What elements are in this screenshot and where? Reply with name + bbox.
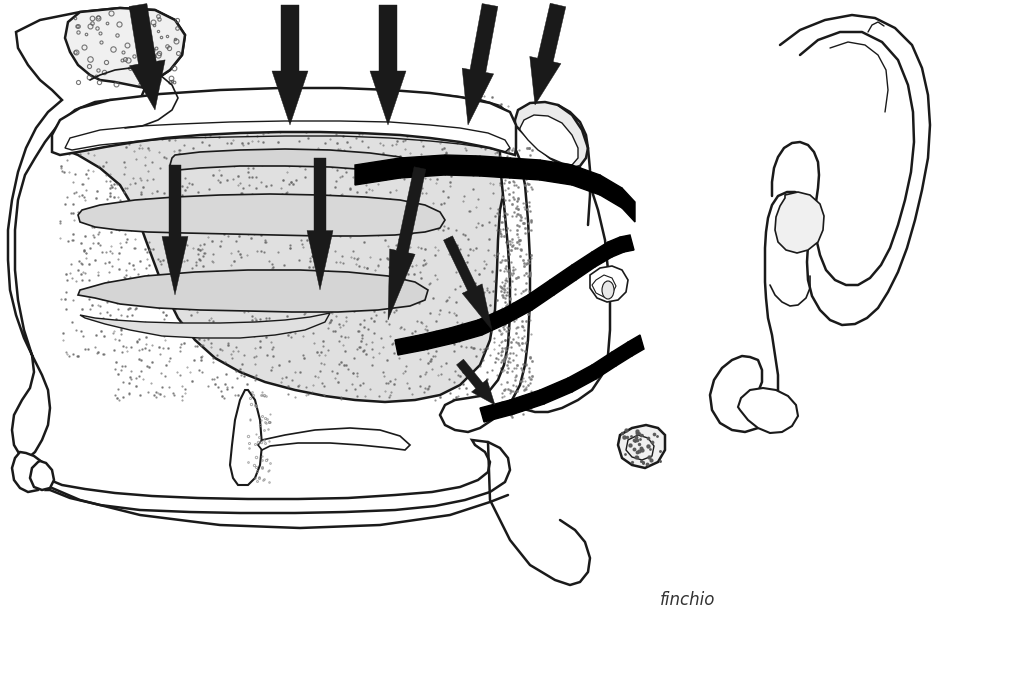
Polygon shape	[592, 275, 616, 297]
Polygon shape	[622, 188, 635, 222]
Polygon shape	[78, 194, 445, 236]
Polygon shape	[272, 5, 308, 125]
Polygon shape	[620, 235, 634, 252]
Polygon shape	[480, 400, 514, 422]
Polygon shape	[600, 175, 622, 208]
Polygon shape	[170, 149, 415, 173]
Polygon shape	[572, 252, 595, 280]
Polygon shape	[450, 320, 482, 343]
Polygon shape	[462, 3, 498, 125]
Polygon shape	[370, 5, 406, 125]
Polygon shape	[230, 390, 262, 485]
Polygon shape	[608, 237, 624, 257]
Polygon shape	[510, 390, 544, 414]
Polygon shape	[590, 266, 628, 302]
Polygon shape	[540, 160, 572, 185]
Polygon shape	[52, 88, 516, 155]
Polygon shape	[592, 352, 616, 379]
Polygon shape	[478, 308, 508, 335]
Polygon shape	[480, 156, 510, 178]
Polygon shape	[529, 3, 566, 105]
Polygon shape	[78, 270, 428, 312]
Ellipse shape	[602, 281, 614, 299]
Text: finchio: finchio	[660, 591, 716, 609]
Polygon shape	[592, 242, 612, 267]
Polygon shape	[355, 158, 400, 185]
Polygon shape	[775, 192, 824, 253]
Polygon shape	[515, 102, 588, 168]
Polygon shape	[540, 378, 572, 404]
Polygon shape	[550, 265, 575, 295]
Polygon shape	[445, 155, 480, 176]
Polygon shape	[388, 167, 426, 320]
Polygon shape	[258, 428, 410, 450]
Polygon shape	[395, 335, 424, 355]
Polygon shape	[612, 342, 632, 366]
Polygon shape	[528, 280, 554, 310]
Polygon shape	[572, 165, 600, 195]
Polygon shape	[80, 313, 330, 338]
Polygon shape	[628, 335, 644, 356]
Polygon shape	[738, 388, 798, 433]
Polygon shape	[510, 158, 540, 180]
Polygon shape	[520, 115, 578, 165]
Polygon shape	[443, 236, 492, 330]
Polygon shape	[400, 155, 445, 178]
Polygon shape	[12, 452, 46, 492]
Polygon shape	[46, 440, 510, 513]
Polygon shape	[30, 461, 54, 490]
Polygon shape	[505, 295, 532, 323]
Polygon shape	[55, 90, 515, 402]
Polygon shape	[457, 359, 495, 405]
Polygon shape	[440, 148, 530, 432]
Polygon shape	[420, 328, 454, 350]
Polygon shape	[129, 3, 165, 110]
Polygon shape	[307, 158, 333, 290]
Polygon shape	[65, 8, 185, 88]
Polygon shape	[8, 8, 185, 458]
Polygon shape	[618, 425, 665, 468]
Polygon shape	[568, 365, 596, 392]
Polygon shape	[162, 165, 188, 295]
